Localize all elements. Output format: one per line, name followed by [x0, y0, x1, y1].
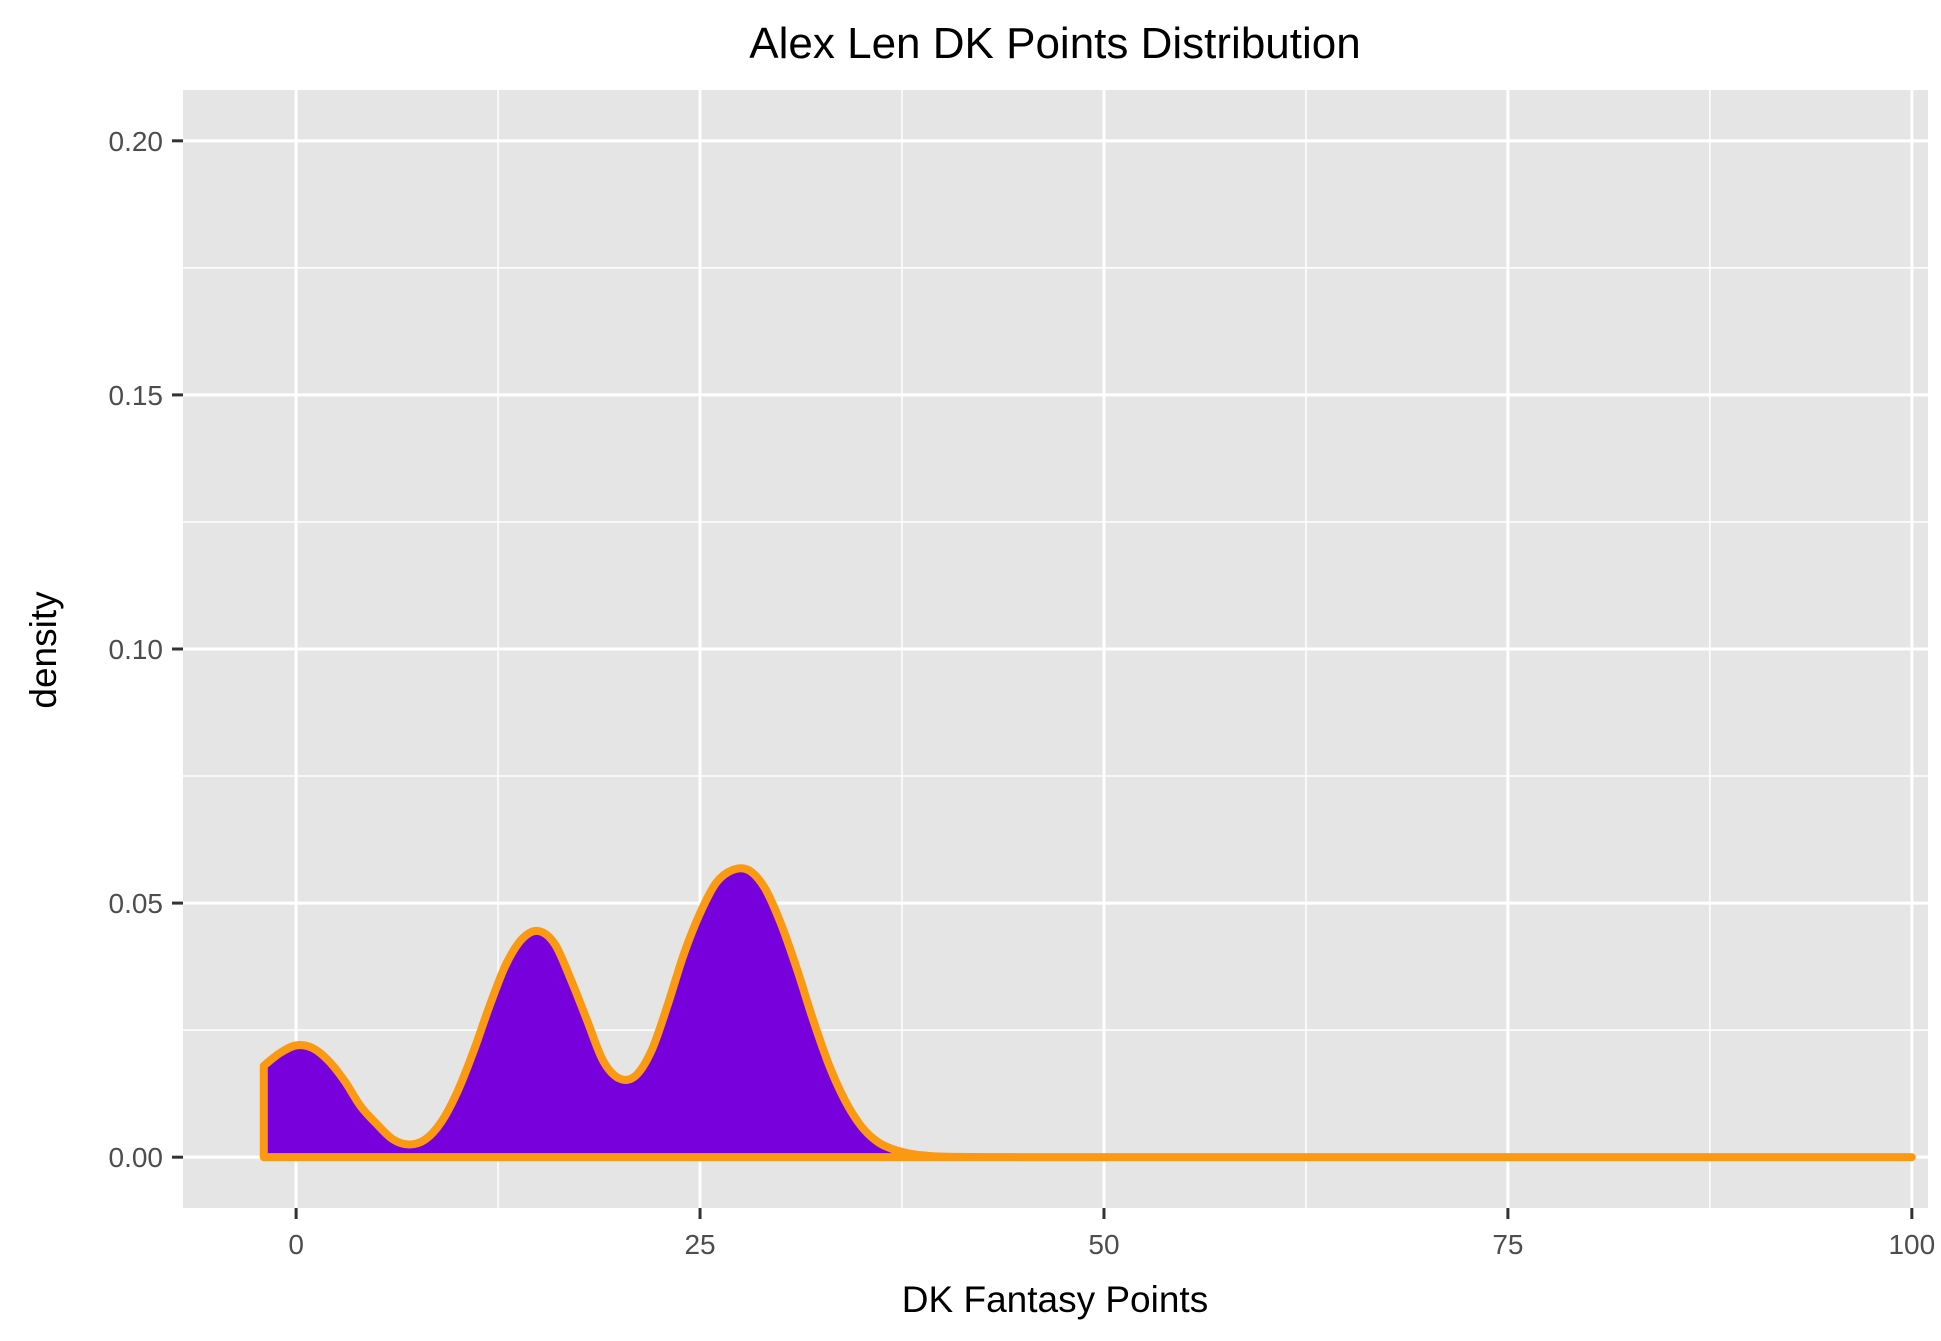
y-axis: 0.00 0.05 0.10 0.15 0.20 [109, 126, 183, 1173]
x-tick-label: 50 [1088, 1229, 1119, 1260]
x-tick-label: 25 [684, 1229, 715, 1260]
y-tick-label: 0.10 [109, 634, 164, 665]
x-tick-label: 0 [288, 1229, 304, 1260]
x-tick-label: 100 [1888, 1229, 1935, 1260]
density-area [263, 868, 1912, 1158]
y-axis-title: density [23, 591, 64, 709]
x-axis: 0 25 50 75 100 [288, 1208, 1935, 1260]
y-tick-label: 0.05 [109, 888, 164, 919]
x-axis-title: DK Fantasy Points [902, 1279, 1208, 1320]
y-tick-label: 0.20 [109, 126, 164, 157]
y-tick-label: 0.15 [109, 380, 164, 411]
density-line [259, 864, 1916, 1162]
y-tick-label: 0.00 [109, 1142, 164, 1173]
chart-title: Alex Len DK Points Distribution [749, 19, 1360, 68]
x-tick-label: 75 [1492, 1229, 1523, 1260]
